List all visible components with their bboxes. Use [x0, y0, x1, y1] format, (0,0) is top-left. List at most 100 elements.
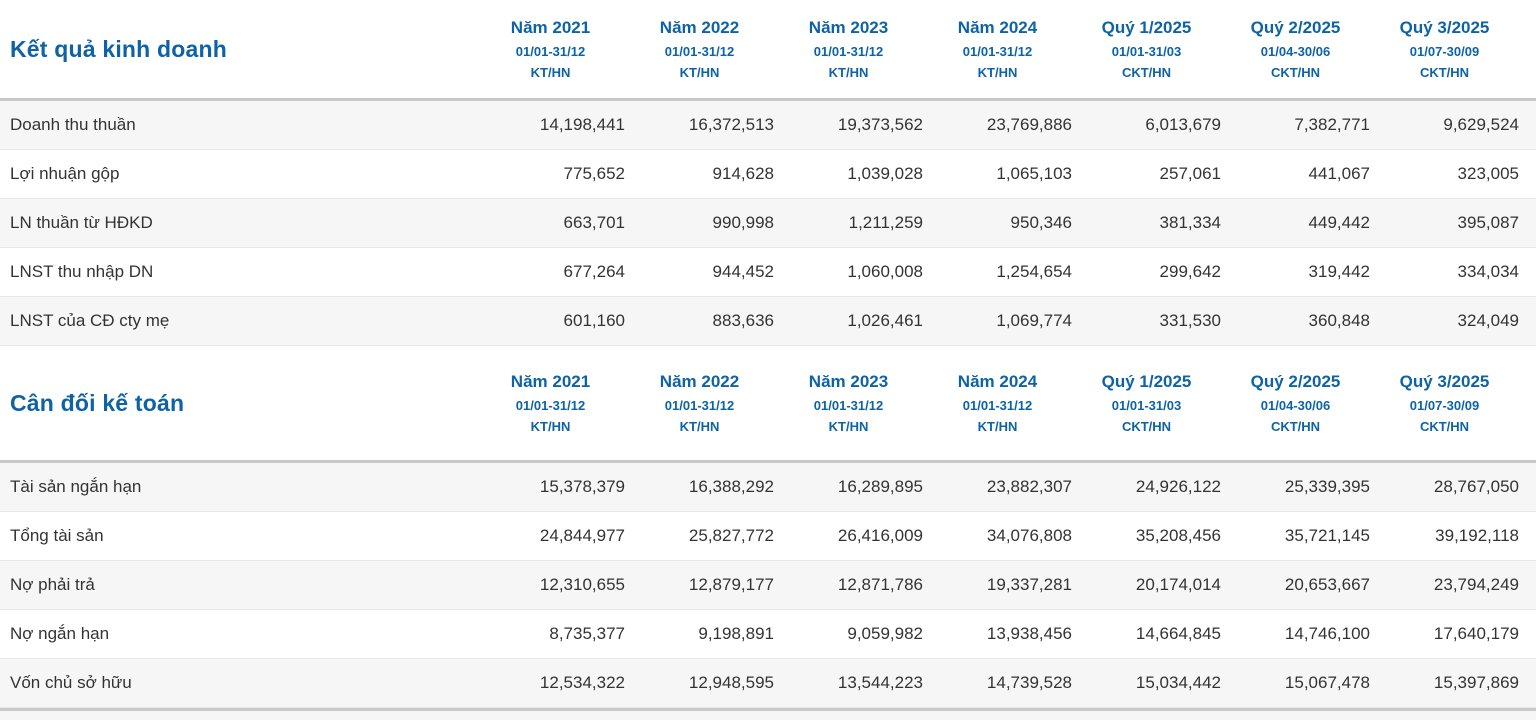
- column-period-label: Năm 2023: [808, 17, 889, 37]
- column-period-label: Năm 2022: [659, 371, 740, 391]
- value-cell: 14,746,100: [1284, 624, 1370, 643]
- column-period-label: Quý 2/2025: [1250, 371, 1341, 391]
- column-period-label: Quý 2/2025: [1250, 17, 1341, 37]
- column-date-range: 01/01-31/03: [1111, 397, 1182, 413]
- table-row: Doanh thu thuần 14,198,441 16,372,513 19,3…: [0, 101, 1536, 150]
- value-cell: 1,039,028: [847, 164, 923, 183]
- value-cell: 15,378,379: [539, 477, 625, 496]
- column-period-label: Năm 2024: [957, 17, 1038, 37]
- value-cell: 34,076,808: [986, 526, 1072, 545]
- column-period-label: Năm 2024: [957, 371, 1038, 391]
- column-audit-basis: KT/HN: [530, 418, 571, 434]
- value-cell: 25,827,772: [688, 526, 774, 545]
- value-cell: 15,034,442: [1135, 673, 1221, 692]
- column-header: Năm 2021 01/01-31/12 KT/HN: [476, 17, 625, 82]
- section-header: Cân đối kế toán Năm 2021 01/01-31/12 KT/…: [0, 346, 1536, 463]
- section-rows: Tài sản ngắn hạn 15,378,379 16,388,292 16,…: [0, 463, 1536, 708]
- value-cell: 944,452: [712, 262, 774, 281]
- column-audit-basis: KT/HN: [828, 64, 869, 80]
- value-cell: 20,174,014: [1135, 575, 1221, 594]
- column-date-range: 01/01-31/12: [962, 397, 1033, 413]
- value-cell: 12,871,786: [837, 575, 923, 594]
- table-row: LNST thu nhập DN 677,264 944,452 1,060,008…: [0, 248, 1536, 297]
- row-label: Nợ phải trả: [10, 575, 95, 594]
- column-audit-basis: CKT/HN: [1270, 418, 1321, 434]
- value-cell: 1,065,103: [996, 164, 1072, 183]
- value-cell: 15,397,869: [1433, 673, 1519, 692]
- table-row: Nợ ngắn hạn 8,735,377 9,198,891 9,059,982 1…: [0, 610, 1536, 659]
- value-cell: 15,067,478: [1284, 673, 1370, 692]
- row-label: Doanh thu thuần: [10, 115, 136, 134]
- column-header: Quý 3/2025 01/07-30/09 CKT/HN: [1370, 371, 1519, 436]
- column-date-range: 01/01-31/12: [664, 43, 735, 59]
- column-period-label: Năm 2021: [510, 17, 591, 37]
- column-date-range: 01/01-31/12: [515, 43, 586, 59]
- value-cell: 775,652: [563, 164, 625, 183]
- table-row: Nợ phải trả 12,310,655 12,879,177 12,871,7…: [0, 561, 1536, 610]
- value-cell: 334,034: [1457, 262, 1519, 281]
- value-cell: 12,534,322: [539, 673, 625, 692]
- column-header: Quý 2/2025 01/04-30/06 CKT/HN: [1221, 17, 1370, 82]
- row-label: Vốn chủ sở hữu: [10, 673, 132, 692]
- column-period-label: Quý 3/2025: [1399, 17, 1490, 37]
- column-audit-basis: KT/HN: [828, 418, 869, 434]
- table-row: LN thuần từ HĐKD 663,701 990,998 1,211,259…: [0, 199, 1536, 248]
- row-label: LN thuần từ HĐKD: [10, 213, 153, 232]
- value-cell: 24,844,977: [539, 526, 625, 545]
- value-cell: 1,069,774: [996, 311, 1072, 330]
- column-audit-basis: CKT/HN: [1419, 64, 1470, 80]
- section-title: Cân đối kế toán: [10, 389, 185, 416]
- value-cell: 24,926,122: [1135, 477, 1221, 496]
- column-date-range: 01/01-31/12: [962, 43, 1033, 59]
- value-cell: 257,061: [1159, 164, 1221, 183]
- value-cell: 1,254,654: [996, 262, 1072, 281]
- value-cell: 19,337,281: [986, 575, 1072, 594]
- column-date-range: 01/01-31/12: [813, 43, 884, 59]
- row-label: LNST của CĐ cty mẹ: [10, 311, 170, 330]
- value-cell: 20,653,667: [1284, 575, 1370, 594]
- column-header: Năm 2022 01/01-31/12 KT/HN: [625, 371, 774, 436]
- column-date-range: 01/07-30/09: [1409, 397, 1480, 413]
- table-row: Vốn chủ sở hữu 12,534,322 12,948,595 13,54…: [0, 659, 1536, 708]
- column-audit-basis: CKT/HN: [1121, 418, 1172, 434]
- column-audit-basis: KT/HN: [977, 418, 1018, 434]
- column-audit-basis: KT/HN: [530, 64, 571, 80]
- value-cell: 12,879,177: [688, 575, 774, 594]
- column-date-range: 01/04-30/06: [1260, 397, 1331, 413]
- value-cell: 23,882,307: [986, 477, 1072, 496]
- value-cell: 677,264: [563, 262, 625, 281]
- value-cell: 13,544,223: [837, 673, 923, 692]
- value-cell: 17,640,179: [1433, 624, 1519, 643]
- column-date-range: 01/04-30/06: [1260, 43, 1331, 59]
- table-row: Lợi nhuận gộp 775,652 914,628 1,039,028 1,0…: [0, 150, 1536, 199]
- column-header: Năm 2023 01/01-31/12 KT/HN: [774, 371, 923, 436]
- value-cell: 950,346: [1010, 213, 1072, 232]
- column-header: Năm 2024 01/01-31/12 KT/HN: [923, 17, 1072, 82]
- value-cell: 449,442: [1308, 213, 1370, 232]
- value-cell: 28,767,050: [1433, 477, 1519, 496]
- value-cell: 663,701: [563, 213, 625, 232]
- value-cell: 6,013,679: [1145, 115, 1221, 134]
- value-cell: 25,339,395: [1284, 477, 1370, 496]
- column-header: Quý 3/2025 01/07-30/09 CKT/HN: [1370, 17, 1519, 82]
- table-row: Tổng tài sản 24,844,977 25,827,772 26,416,…: [0, 512, 1536, 561]
- value-cell: 1,060,008: [847, 262, 923, 281]
- column-audit-basis: CKT/HN: [1121, 64, 1172, 80]
- value-cell: 35,721,145: [1284, 526, 1370, 545]
- value-cell: 7,382,771: [1294, 115, 1370, 134]
- column-audit-basis: CKT/HN: [1419, 418, 1470, 434]
- value-cell: 9,059,982: [847, 624, 923, 643]
- column-audit-basis: KT/HN: [679, 418, 720, 434]
- section-income-statement: Kết quả kinh doanh Năm 2021 01/01-31/12 …: [0, 0, 1536, 346]
- column-header: Năm 2022 01/01-31/12 KT/HN: [625, 17, 774, 82]
- column-period-label: Quý 3/2025: [1399, 371, 1490, 391]
- section-header: Kết quả kinh doanh Năm 2021 01/01-31/12 …: [0, 0, 1536, 101]
- value-cell: 441,067: [1308, 164, 1370, 183]
- value-cell: 323,005: [1457, 164, 1519, 183]
- value-cell: 14,739,528: [986, 673, 1072, 692]
- column-period-label: Năm 2023: [808, 371, 889, 391]
- value-cell: 395,087: [1457, 213, 1519, 232]
- value-cell: 601,160: [563, 311, 625, 330]
- row-label: Nợ ngắn hạn: [10, 624, 110, 643]
